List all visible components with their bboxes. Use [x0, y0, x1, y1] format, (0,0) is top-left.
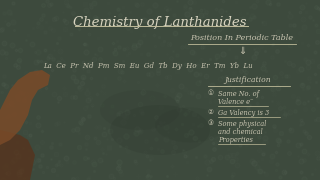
- Polygon shape: [0, 130, 35, 180]
- Text: La  Ce  Pr  Nd  Pm  Sm  Eu  Gd  Tb  Dy  Ho  Er  Tm  Yb  Lu: La Ce Pr Nd Pm Sm Eu Gd Tb Dy Ho Er Tm Y…: [43, 62, 253, 70]
- Text: ①: ①: [207, 90, 213, 96]
- Text: Valence e⁻: Valence e⁻: [218, 98, 253, 106]
- Text: and chemical: and chemical: [218, 128, 263, 136]
- Text: Ga Valency is 3: Ga Valency is 3: [218, 109, 269, 117]
- Text: Some physical: Some physical: [218, 120, 266, 128]
- Text: Justification: Justification: [225, 76, 271, 84]
- Text: Properties: Properties: [218, 136, 253, 144]
- Text: ③: ③: [207, 120, 213, 126]
- Text: ②: ②: [207, 109, 213, 115]
- Text: ⇓: ⇓: [238, 46, 246, 56]
- Polygon shape: [0, 70, 50, 145]
- Text: Same No. of: Same No. of: [218, 90, 259, 98]
- Ellipse shape: [110, 105, 210, 155]
- Text: Chemistry of Lanthanides: Chemistry of Lanthanides: [73, 16, 247, 29]
- Text: Position In Periodic Table: Position In Periodic Table: [190, 34, 293, 42]
- Ellipse shape: [100, 90, 180, 130]
- Ellipse shape: [155, 107, 225, 143]
